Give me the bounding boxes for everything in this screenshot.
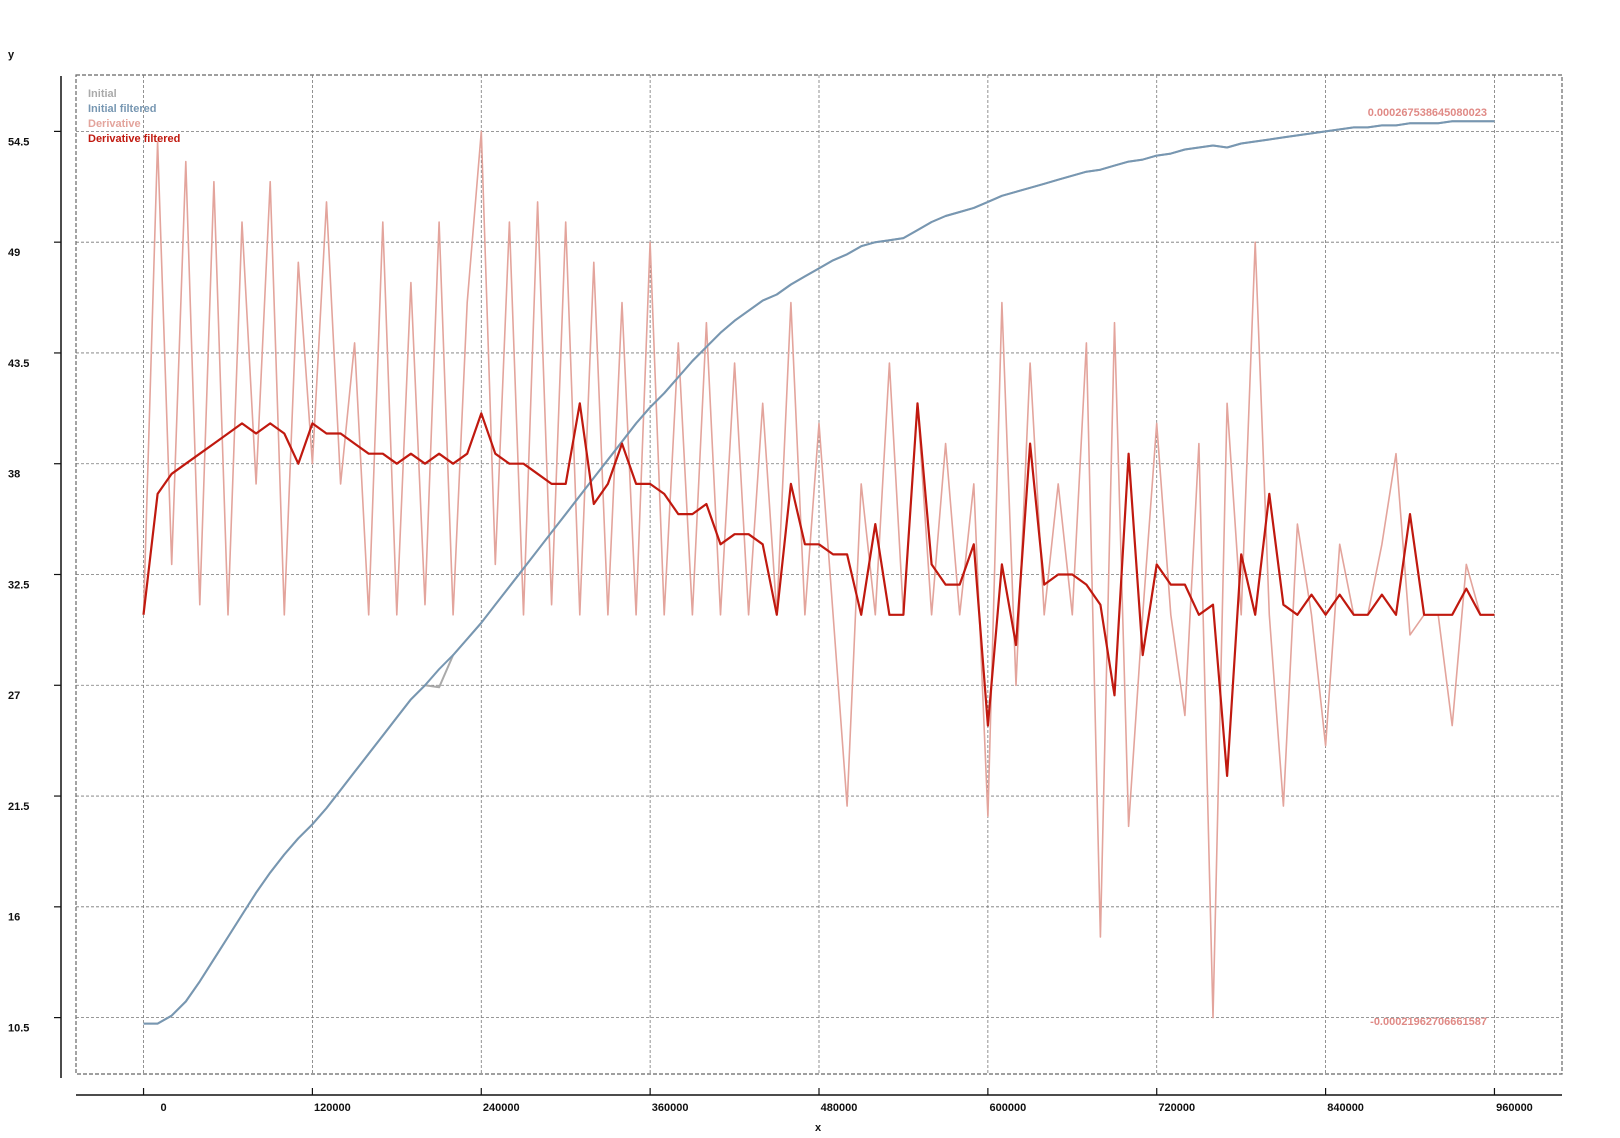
x-tick-label: 720000 bbox=[1158, 1102, 1195, 1114]
min-annotation: -0.00021962706661587 bbox=[1370, 1016, 1487, 1028]
y-axis-label: y bbox=[8, 49, 15, 61]
series-line bbox=[143, 120, 1495, 1025]
y-tick-label: 32.5 bbox=[8, 579, 29, 591]
max-annotation: 0.000267538645080023 bbox=[1368, 107, 1487, 119]
x-tick-label: 600000 bbox=[990, 1102, 1027, 1114]
x-tick-label: 120000 bbox=[314, 1102, 351, 1114]
x-tick-label: 0 bbox=[160, 1102, 166, 1114]
legend-entry: Initial filtered bbox=[88, 103, 156, 115]
legend-entry: Derivative filtered bbox=[88, 133, 180, 145]
series-line bbox=[142, 130, 1495, 1019]
legend-entry: Derivative bbox=[88, 118, 141, 130]
y-tick-label: 16 bbox=[8, 912, 20, 924]
x-tick-label: 360000 bbox=[652, 1102, 689, 1114]
y-tick-label: 38 bbox=[8, 469, 20, 481]
x-tick-label: 240000 bbox=[483, 1102, 520, 1114]
y-tick-label: 10.5 bbox=[8, 1023, 29, 1035]
series-line bbox=[142, 402, 1495, 778]
y-tick-label: 43.5 bbox=[8, 358, 29, 370]
x-tick-label: 840000 bbox=[1327, 1102, 1364, 1114]
legend-entry: Initial bbox=[88, 88, 117, 100]
x-axis-label: x bbox=[815, 1122, 822, 1134]
y-tick-label: 49 bbox=[8, 247, 20, 259]
y-tick-label: 54.5 bbox=[8, 136, 29, 148]
x-tick-label: 480000 bbox=[821, 1102, 858, 1114]
y-tick-label: 27 bbox=[8, 690, 20, 702]
y-tick-label: 21.5 bbox=[8, 801, 29, 813]
x-tick-label: 960000 bbox=[1496, 1102, 1533, 1114]
